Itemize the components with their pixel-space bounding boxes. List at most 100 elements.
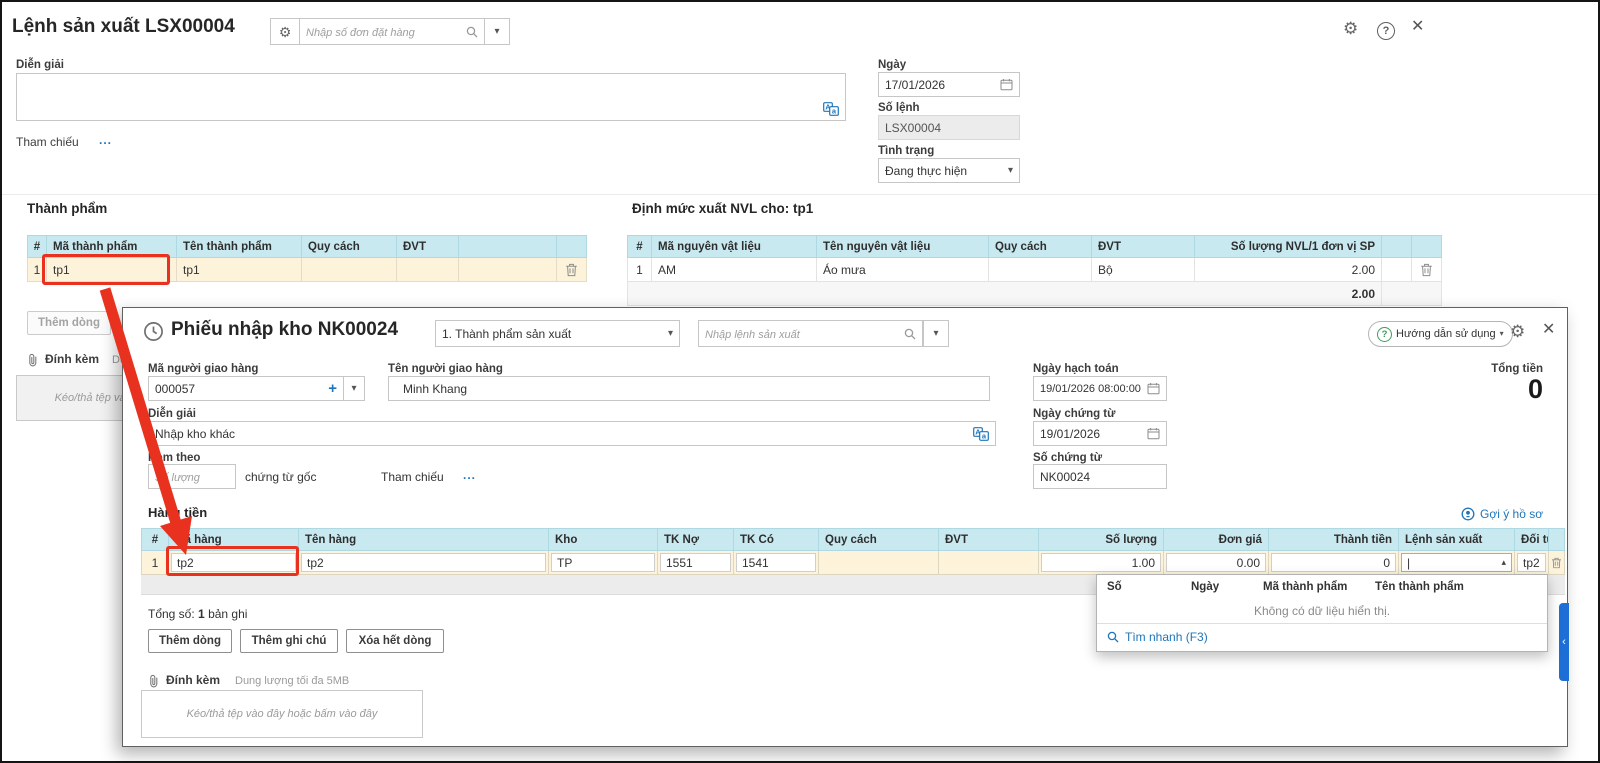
cell-quy-cach[interactable] (989, 258, 1092, 282)
calendar-icon[interactable] (1000, 78, 1013, 91)
ma-hang-input[interactable]: tp2 (171, 553, 296, 572)
document-no-field[interactable]: NK00024 (1033, 464, 1167, 489)
paperclip-icon (29, 353, 37, 367)
col-ten-hang: Tên hàng (299, 528, 549, 551)
trash-icon[interactable] (1420, 263, 1433, 277)
cell-quy-cach[interactable] (302, 258, 397, 282)
col-don-gia: Đơn giá (1164, 528, 1269, 551)
cell-doi-tuong: tp2 (1515, 551, 1549, 575)
settings-gear-icon[interactable]: ⚙ (1343, 19, 1359, 38)
finished-goods-table: # Mã thành phẩm Tên thành phẩm Quy cách … (27, 235, 587, 282)
production-order-search-input[interactable] (705, 326, 900, 341)
order-settings-button[interactable]: ⚙ (270, 18, 300, 45)
cell-actions (557, 258, 587, 282)
finished-goods-heading: Thành phẩm (27, 201, 108, 216)
caret-up-icon: ▴ (1501, 557, 1506, 567)
receipt-type-select[interactable]: 1. Thành phẩm sản xuất ▾ (435, 320, 680, 347)
record-summary: Tổng số: 1 bản ghi (148, 607, 247, 621)
summary-count: 1 (198, 607, 205, 621)
production-order-search-field[interactable] (698, 320, 923, 347)
table-row[interactable]: 1 tp1 tp1 (27, 258, 587, 282)
attachment-label: Đính kèm (45, 352, 100, 366)
add-note-button[interactable]: Thêm ghi chú (240, 629, 338, 653)
cell-so-luong-nvl[interactable]: 2.00 (1195, 258, 1382, 282)
cell-ten-nvl[interactable]: Áo mưa (817, 258, 989, 282)
cell-dvt[interactable]: Bộ (1092, 258, 1195, 282)
production-order-dropdown-button[interactable]: ▾ (923, 320, 949, 347)
table-row[interactable]: 1 tp2 tp2 TP 1551 1541 1.00 0.00 0 | ▴ t… (141, 551, 1565, 575)
don-gia-input[interactable]: 0.00 (1166, 553, 1266, 572)
document-date-field[interactable]: 19/01/2026 (1033, 421, 1167, 446)
posting-date-label: Ngày hạch toán (1033, 363, 1119, 375)
enclosed-qty-field[interactable] (148, 464, 236, 489)
order-search-dropdown-button[interactable]: ▾ (484, 18, 510, 45)
material-norms-table: # Mã nguyên vật liệu Tên nguyên vật liệu… (627, 235, 1442, 306)
cell-ma-nvl[interactable]: AM (652, 258, 817, 282)
quick-search-label: Tìm nhanh (F3) (1125, 630, 1208, 644)
col-index: # (141, 528, 169, 551)
deliverer-name-field[interactable]: Minh Khang (388, 376, 990, 401)
deliverer-code-field[interactable]: 000057 + (148, 376, 344, 401)
plus-icon[interactable]: + (328, 380, 337, 397)
delete-all-rows-button[interactable]: Xóa hết dòng (346, 629, 444, 653)
help-icon[interactable]: ? (1377, 22, 1395, 40)
cell-dvt[interactable] (397, 258, 459, 282)
summary-prefix: Tổng số: (148, 607, 195, 621)
lenh-san-xuat-input[interactable]: | ▴ (1401, 553, 1512, 572)
cell-ten-thanh-pham[interactable]: tp1 (177, 258, 302, 282)
posting-date-field[interactable]: 19/01/2026 08:00:00 (1033, 376, 1167, 401)
order-no-value: LSX00004 (885, 120, 942, 135)
close-icon[interactable]: ✕ (1411, 18, 1425, 35)
add-row-button[interactable]: Thêm dòng (27, 311, 111, 335)
enclosed-qty-input[interactable] (155, 469, 229, 484)
trash-icon[interactable] (1551, 556, 1562, 570)
cell-actions (1412, 258, 1442, 282)
doi-tuong-input[interactable]: tp2 (1517, 553, 1546, 572)
reference-more-link[interactable]: ... (99, 133, 113, 147)
clock-icon[interactable] (143, 321, 164, 342)
document-no-label: Số chứng từ (1033, 452, 1103, 464)
collapse-panel-tab[interactable]: ‹ (1559, 603, 1569, 681)
settings-gear-icon[interactable]: ⚙ (1510, 322, 1526, 341)
cell-don-gia: 0.00 (1164, 551, 1269, 575)
dd-col-ma-thanh-pham: Mã thành phẩm (1263, 581, 1348, 593)
thanh-tien-input[interactable]: 0 (1271, 553, 1396, 572)
cell-ma-thanh-pham[interactable]: tp1 (47, 258, 177, 282)
order-no-label: Số lệnh (878, 102, 920, 114)
cell-thanh-tien: 0 (1269, 551, 1399, 575)
ten-hang-input[interactable]: tp2 (301, 553, 546, 572)
file-dropzone[interactable]: Kéo/thả tệp vào đây hoặc bấm vào đây (141, 690, 423, 738)
cell-quy-cach[interactable] (819, 551, 939, 575)
order-search-input[interactable] (306, 24, 462, 39)
date-field[interactable]: 17/01/2026 (878, 72, 1020, 97)
deliverer-code-label: Mã người giao hàng (148, 363, 259, 375)
goods-receipt-title: Phiếu nhập kho NK00024 (171, 319, 399, 340)
tk-co-input[interactable]: 1541 (736, 553, 816, 572)
user-guide-button[interactable]: ? Hướng dẫn sử dụng ▾ (1368, 321, 1513, 347)
add-row-button[interactable]: Thêm dòng (148, 629, 232, 653)
so-luong-input[interactable]: 1.00 (1041, 553, 1161, 572)
calendar-icon[interactable] (1147, 427, 1160, 440)
col-doi-tuong: Đối tượng (1515, 528, 1549, 551)
status-select[interactable]: Đang thực hiện ▾ (878, 158, 1020, 183)
close-icon[interactable]: ✕ (1542, 321, 1556, 338)
calendar-icon[interactable] (1147, 382, 1160, 395)
col-ma-hang: Mã hàng (169, 528, 299, 551)
quick-search-row[interactable]: Tìm nhanh (F3) (1097, 623, 1547, 650)
col-actions (1549, 528, 1565, 551)
order-search-field[interactable] (299, 18, 485, 45)
kho-input[interactable]: TP (551, 553, 655, 572)
trash-icon[interactable] (565, 263, 578, 277)
col-dvt: ĐVT (397, 235, 459, 258)
cell-dvt[interactable] (939, 551, 1039, 575)
tk-no-input[interactable]: 1551 (660, 553, 731, 572)
reference-more-link[interactable]: ... (463, 468, 477, 482)
suggestion-link[interactable]: Gợi ý hồ sơ (1461, 507, 1543, 521)
cell-index: 1 (141, 551, 169, 575)
table-row[interactable]: 1 AM Áo mưa Bộ 2.00 (627, 258, 1442, 282)
deliverer-dropdown-button[interactable]: ▾ (343, 376, 365, 401)
